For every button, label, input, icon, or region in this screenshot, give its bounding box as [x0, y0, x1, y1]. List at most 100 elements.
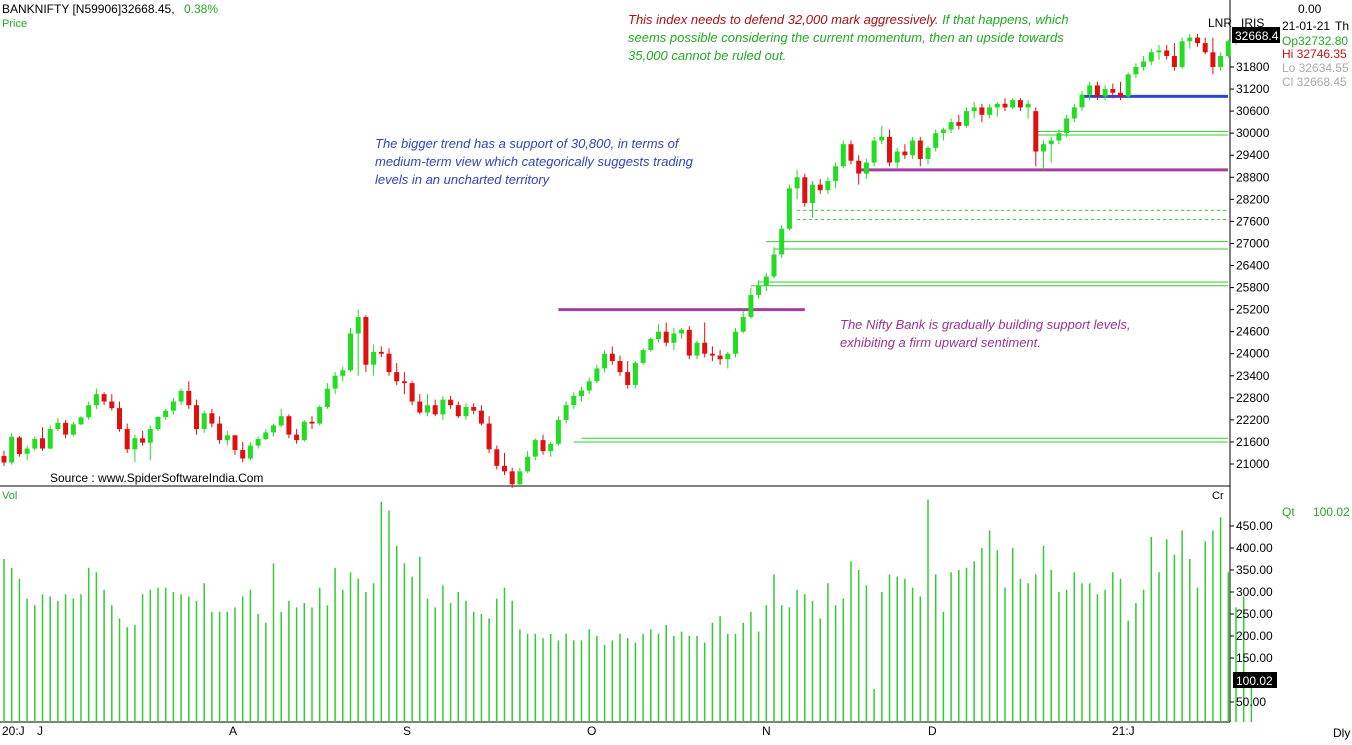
- candle-body: [224, 435, 230, 441]
- x-axis-label: D: [928, 724, 937, 738]
- candle: [702, 322, 708, 358]
- candle-body: [263, 432, 269, 440]
- candle: [971, 101, 977, 119]
- price-tick-label: 30000: [1236, 126, 1270, 140]
- candle-body: [925, 147, 931, 159]
- candle: [47, 425, 53, 450]
- candle: [679, 327, 685, 340]
- candle: [856, 155, 862, 185]
- candle: [340, 366, 346, 382]
- candle-body: [763, 276, 769, 286]
- candle-body: [848, 144, 854, 161]
- candle-body: [1041, 144, 1046, 152]
- candle-body: [448, 399, 454, 406]
- candle-body: [525, 456, 531, 472]
- candle-body: [63, 422, 69, 435]
- candle: [1064, 114, 1070, 137]
- candle: [1195, 33, 1200, 47]
- price-tick-label: 25800: [1236, 281, 1270, 295]
- candle: [55, 418, 61, 431]
- candle-body: [1218, 55, 1224, 67]
- candle: [86, 401, 92, 420]
- candle-body: [147, 429, 153, 443]
- candle-body: [602, 353, 608, 369]
- candle: [363, 315, 369, 373]
- candle-body: [586, 381, 592, 391]
- candle-body: [70, 424, 76, 435]
- candle-body: [879, 136, 885, 141]
- price-tick-label: 21600: [1236, 435, 1270, 449]
- volume-tick-label: 200.00: [1236, 629, 1273, 643]
- candle: [1141, 55, 1147, 71]
- candle: [1102, 85, 1108, 101]
- candle-body: [910, 140, 916, 156]
- candle-body: [779, 228, 785, 255]
- candle-body: [409, 383, 415, 402]
- candle-body: [517, 471, 523, 485]
- candle: [833, 162, 839, 189]
- candle-body: [93, 394, 99, 406]
- candle: [93, 388, 99, 409]
- candle-body: [540, 440, 546, 452]
- candle: [194, 399, 199, 435]
- volume-tick-label: 250.00: [1236, 607, 1273, 621]
- candle: [294, 429, 300, 444]
- candle-body: [625, 372, 631, 385]
- candle-body: [271, 425, 276, 433]
- candle: [24, 445, 30, 461]
- candle: [1179, 37, 1185, 69]
- candle-body: [178, 390, 184, 402]
- candle-body: [1171, 55, 1177, 67]
- ohlc-low: Lo 32634.55: [1282, 61, 1349, 75]
- candle-body: [940, 129, 946, 134]
- candle-body: [247, 445, 253, 459]
- candle-body: [810, 184, 815, 204]
- price-tick-label: 26400: [1236, 259, 1270, 273]
- candle: [1071, 103, 1077, 123]
- candle-body: [663, 331, 669, 343]
- candle: [1094, 81, 1100, 101]
- candle-body: [432, 405, 438, 415]
- x-axis-label: S: [403, 724, 411, 738]
- price-tick-label: 23400: [1236, 369, 1270, 383]
- price-tick-label: 31200: [1236, 82, 1270, 96]
- candle: [271, 423, 276, 437]
- candle-body: [478, 410, 484, 424]
- candle: [1025, 100, 1031, 119]
- candle: [648, 337, 654, 352]
- candle-body: [286, 416, 292, 435]
- candle: [709, 346, 715, 362]
- cr-label: Cr: [1212, 490, 1224, 502]
- candle-body: [209, 413, 215, 424]
- candle: [848, 140, 854, 165]
- candle-body: [155, 416, 161, 430]
- candle: [348, 327, 353, 373]
- candle-body: [440, 399, 446, 415]
- candle-body: [1125, 74, 1131, 97]
- candle-body: [894, 151, 900, 163]
- candle-body: [201, 413, 207, 430]
- candle-body: [486, 423, 492, 450]
- candle-body: [833, 166, 839, 181]
- candle: [817, 179, 823, 194]
- qt-label: Qt: [1282, 505, 1295, 519]
- candle-body: [55, 422, 61, 430]
- candle-body: [632, 362, 638, 385]
- candle: [964, 107, 969, 128]
- candle: [771, 247, 777, 279]
- candle-body: [548, 443, 554, 452]
- candle: [70, 421, 76, 437]
- date-label: 21-01-21: [1282, 19, 1330, 33]
- candle: [917, 136, 923, 167]
- candle-body: [740, 316, 746, 332]
- candle: [1187, 33, 1193, 49]
- price-tag-box: [1232, 27, 1280, 43]
- price-tick-label: 21000: [1236, 457, 1270, 471]
- candle-body: [694, 342, 700, 356]
- candle-body: [1164, 50, 1170, 56]
- candle-body: [348, 333, 353, 371]
- candle-body: [656, 331, 661, 340]
- lnr-label: LNR: [1208, 16, 1232, 30]
- candle-body: [1048, 140, 1054, 145]
- candle-body: [571, 395, 577, 406]
